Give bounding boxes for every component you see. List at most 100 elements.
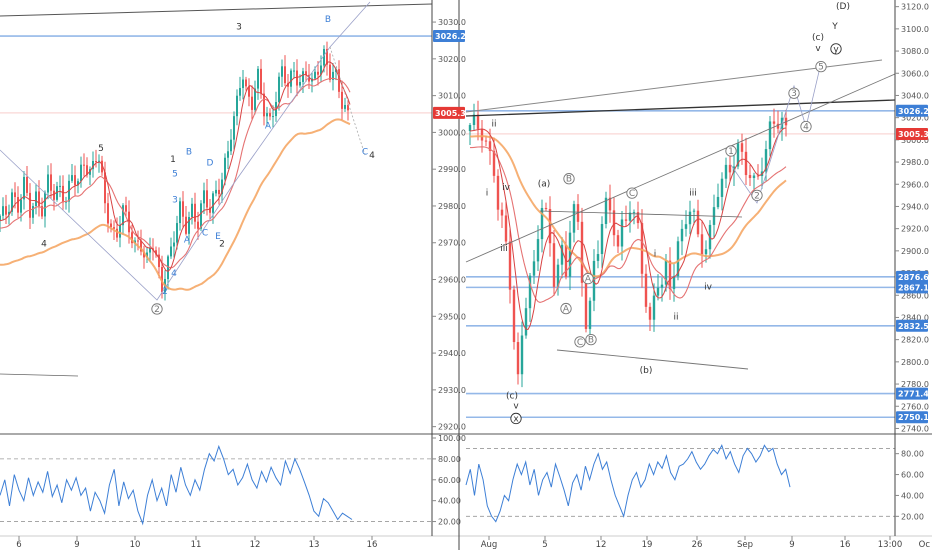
price-tag-label: 3005.3 bbox=[898, 130, 929, 139]
y-tick-label: 2940.0 bbox=[438, 349, 466, 358]
wave-label: 3 bbox=[236, 22, 242, 32]
candle-body bbox=[218, 189, 220, 195]
candle-body bbox=[215, 189, 217, 194]
candle-body bbox=[122, 205, 124, 226]
candle-body bbox=[191, 203, 193, 218]
rsi-tick-label: 60.00 bbox=[438, 476, 461, 485]
candle-body bbox=[323, 48, 325, 66]
candle-body bbox=[62, 185, 64, 203]
candle-body bbox=[672, 276, 676, 290]
candle-body bbox=[524, 308, 528, 336]
candle-body bbox=[131, 232, 133, 244]
candle-body bbox=[536, 239, 540, 262]
candle-body bbox=[173, 242, 175, 247]
candle-body bbox=[664, 260, 668, 285]
candle-body bbox=[224, 157, 226, 180]
candle-body bbox=[212, 193, 214, 213]
candle-body bbox=[588, 300, 592, 329]
candle-body bbox=[287, 83, 289, 87]
candle-body bbox=[77, 181, 79, 186]
candle-body bbox=[544, 207, 548, 210]
x-tick-label: 13:00 bbox=[878, 540, 903, 550]
wave-label: v bbox=[513, 401, 519, 411]
candle-body bbox=[2, 206, 4, 216]
wave-circle bbox=[815, 60, 827, 73]
candle-body bbox=[230, 139, 232, 152]
x-tick-label: 16 bbox=[367, 540, 378, 550]
candle-body bbox=[104, 172, 106, 204]
candle-body bbox=[472, 114, 476, 125]
candle-body bbox=[652, 295, 656, 320]
candle-body bbox=[11, 192, 13, 212]
candle-body bbox=[254, 88, 256, 110]
candle-body bbox=[140, 240, 142, 252]
candle-body bbox=[628, 212, 632, 221]
wave-circle bbox=[626, 187, 638, 199]
candle-body bbox=[296, 70, 298, 86]
candle-body bbox=[600, 223, 604, 255]
candle-body bbox=[233, 116, 235, 140]
projection-line bbox=[329, 46, 366, 156]
mid-trend-line bbox=[539, 210, 743, 218]
candle-body bbox=[776, 123, 780, 129]
wave-circle-label: 2 bbox=[154, 305, 160, 315]
candle-body bbox=[608, 197, 612, 211]
candle-body bbox=[110, 223, 112, 228]
candle-body bbox=[520, 335, 524, 375]
candle-body bbox=[107, 203, 109, 224]
wave-circle-label: x bbox=[513, 414, 519, 424]
y-tick-label: 3000.0 bbox=[901, 136, 929, 145]
wave-circle bbox=[725, 145, 737, 157]
candle-body bbox=[580, 221, 584, 283]
candle-body bbox=[200, 203, 202, 229]
candle-body bbox=[239, 88, 241, 96]
rsi-tick-label: 80.00 bbox=[438, 455, 461, 464]
candle-body bbox=[185, 216, 187, 234]
x-tick-label: Aug bbox=[481, 540, 498, 550]
price-tag bbox=[896, 319, 928, 332]
wave-circle bbox=[751, 189, 763, 202]
wave-circle-label: 3 bbox=[791, 89, 797, 99]
wave-label: i bbox=[486, 188, 489, 198]
candle-body bbox=[260, 68, 262, 94]
rsi-tick-label: 60.00 bbox=[901, 471, 924, 480]
y-tick-label: 2900.0 bbox=[901, 247, 929, 256]
wave-circle-label: A bbox=[585, 275, 592, 285]
candle-body bbox=[206, 190, 208, 208]
candle-body bbox=[317, 71, 319, 75]
candle-body bbox=[684, 224, 688, 229]
candle-body bbox=[116, 228, 118, 238]
price-tag-label: 2771.4 bbox=[898, 390, 929, 399]
wave-circle-label: 1 bbox=[728, 147, 734, 157]
candle-body bbox=[98, 160, 100, 162]
wave-label: A bbox=[265, 122, 272, 132]
candle-body bbox=[332, 71, 334, 80]
candle-body bbox=[248, 86, 250, 97]
candle-body bbox=[756, 175, 760, 177]
candle-body bbox=[476, 114, 480, 129]
projection-zigzag bbox=[730, 62, 822, 204]
y-tick-label: 2760.0 bbox=[901, 402, 929, 411]
candle-body bbox=[305, 71, 307, 75]
x-tick-label: 6 bbox=[16, 540, 21, 550]
y-tick-label: 2780.0 bbox=[901, 380, 929, 389]
candle-body bbox=[314, 71, 316, 79]
candle-body bbox=[182, 201, 184, 217]
candle-body bbox=[568, 232, 572, 277]
rsi-tick-label: 20.00 bbox=[438, 518, 461, 527]
candle-body bbox=[740, 143, 744, 152]
candle-body bbox=[764, 149, 768, 172]
candle-body bbox=[158, 254, 160, 268]
y-tick-label: 3020.0 bbox=[901, 114, 929, 123]
candle-body bbox=[281, 66, 283, 77]
candle-body bbox=[468, 124, 472, 131]
candle-body bbox=[720, 178, 724, 197]
candle-body bbox=[176, 223, 178, 243]
wave-label: 5 bbox=[172, 170, 178, 180]
wave-label: 2 bbox=[219, 239, 225, 249]
wave-circle-label: 4 bbox=[803, 123, 809, 133]
candle-body bbox=[752, 175, 756, 179]
candle-body bbox=[488, 141, 492, 151]
